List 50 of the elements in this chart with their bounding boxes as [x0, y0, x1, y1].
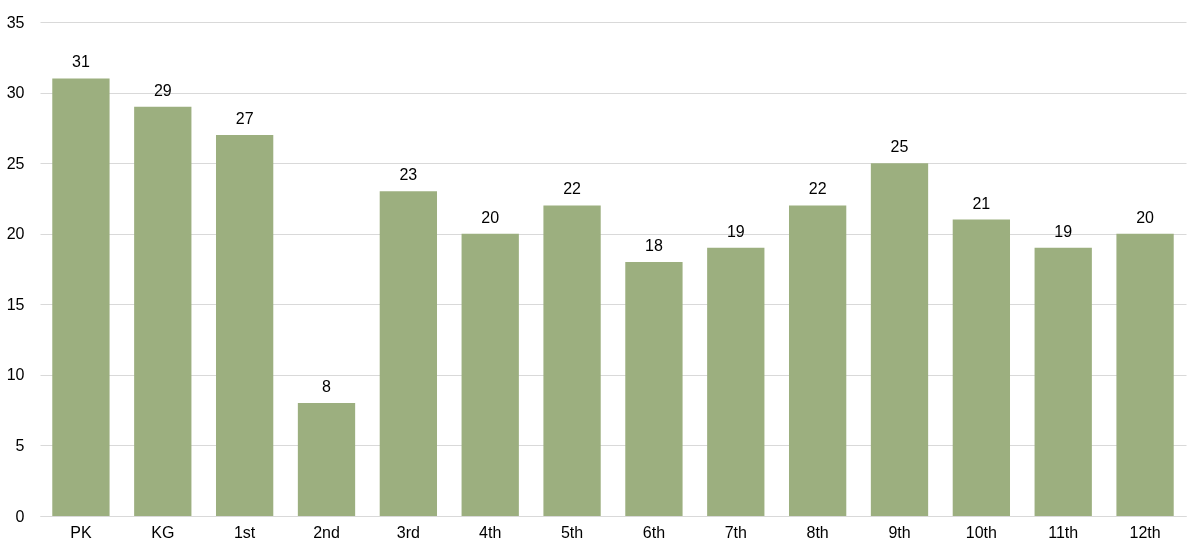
- data-label: 23: [399, 166, 418, 184]
- x-tick-label: 8th: [806, 523, 829, 541]
- data-label: 29: [153, 81, 172, 99]
- bar: [134, 106, 192, 516]
- bar: [707, 247, 765, 516]
- bar: [297, 403, 356, 516]
- data-label: 18: [645, 236, 663, 254]
- data-label: 25: [890, 138, 909, 156]
- bar: [625, 261, 683, 516]
- y-tick-label: 5: [15, 436, 25, 454]
- x-tick-label: 7th: [724, 523, 747, 541]
- bar: [788, 205, 847, 516]
- data-label: 20: [481, 208, 500, 226]
- y-tick-label: 0: [15, 507, 25, 525]
- x-tick-label: 6th: [642, 523, 666, 541]
- bar: [215, 134, 274, 516]
- y-tick-label: 20: [6, 225, 25, 243]
- x-tick-label: 4th: [479, 523, 502, 541]
- x-tick-label: 5th: [560, 523, 584, 541]
- data-label: 22: [808, 180, 827, 198]
- x-tick-label: 1st: [233, 523, 256, 541]
- bar: [379, 191, 438, 516]
- data-label: 27: [235, 109, 254, 127]
- data-label: 8: [322, 378, 332, 396]
- data-label: 19: [726, 222, 745, 240]
- x-tick-label: 11th: [1048, 523, 1079, 541]
- x-tick-label: 2nd: [313, 523, 340, 541]
- y-tick-label: 25: [6, 154, 25, 172]
- x-tick-label: KG: [151, 523, 175, 541]
- x-tick-label: 10th: [965, 523, 997, 541]
- bar: [1116, 233, 1174, 516]
- x-tick-label: 12th: [1129, 523, 1161, 541]
- data-label: 20: [1136, 208, 1155, 226]
- bar: [952, 219, 1011, 516]
- bar: [1034, 247, 1092, 516]
- bar: [870, 163, 929, 516]
- data-label: 19: [1054, 222, 1073, 240]
- y-tick-label: 15: [6, 295, 25, 313]
- x-tick-label: 9th: [888, 523, 911, 541]
- bar: [461, 233, 519, 516]
- data-label: 31: [72, 53, 90, 71]
- y-tick-label: 30: [6, 84, 25, 102]
- bar: [543, 205, 601, 516]
- data-label: 22: [563, 180, 582, 198]
- y-tick-label: 35: [6, 13, 25, 31]
- x-tick-label: 3rd: [396, 523, 420, 541]
- data-label: 21: [972, 194, 991, 212]
- x-tick-label: PK: [70, 523, 92, 541]
- bar: [52, 78, 110, 516]
- y-tick-label: 10: [6, 366, 25, 384]
